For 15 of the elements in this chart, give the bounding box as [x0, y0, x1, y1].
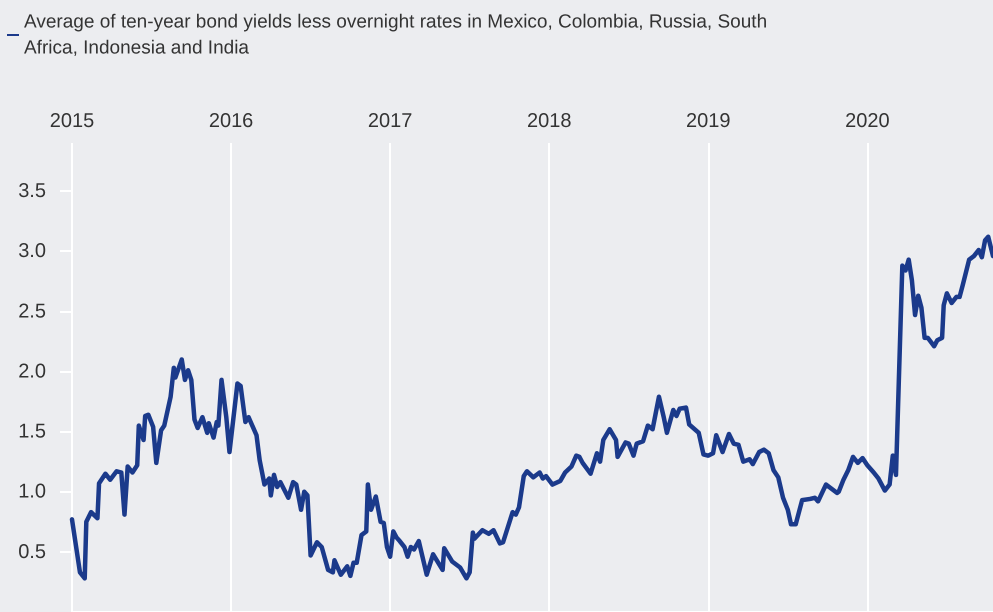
y-tick-label: 1.0: [18, 480, 46, 503]
x-tick-label: 2017: [368, 110, 412, 132]
x-tick-label: 2015: [50, 110, 94, 132]
x-tick-label: 2016: [208, 110, 254, 132]
x-tick-label: 2019: [686, 110, 731, 132]
line-series: [70, 234, 993, 581]
y-tick-label: 3.5: [18, 180, 46, 202]
y-tick-label: 2.0: [18, 360, 46, 382]
legend-label: Average of ten-year bond yields less overnight rates in Mexico, Colombia, Russia, South Africa, Indonesia and India: [24, 12, 772, 58]
x-tick-label: 2018: [526, 110, 572, 132]
y-tick-label: 1.5: [18, 420, 46, 443]
y-tick-label: 3.0: [18, 240, 46, 262]
x-tick-label: 2020: [845, 110, 890, 132]
y-tick-label: 2.5: [18, 300, 46, 322]
y-tick-label: 0.5: [18, 540, 46, 563]
